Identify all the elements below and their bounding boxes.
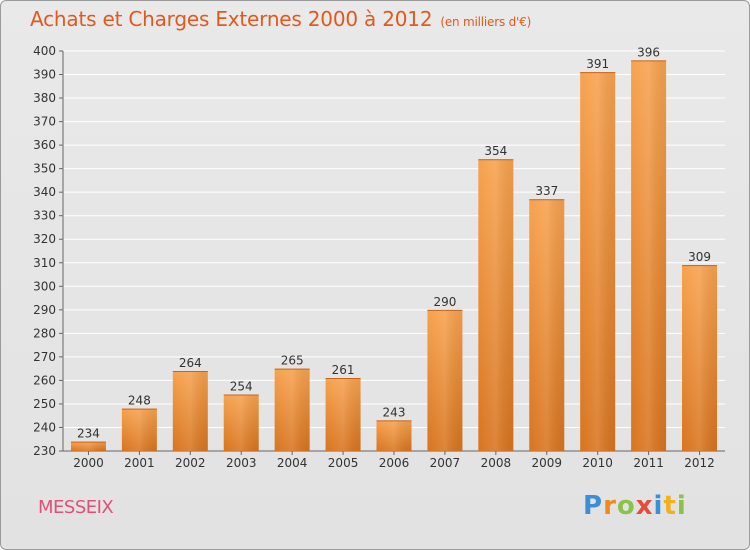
bar-shine [274,368,310,451]
bar-value-label: 261 [332,363,355,377]
chart-title-text: Achats et Charges Externes 2000 à 2012 [30,7,433,31]
y-tick-label: 390 [33,68,56,82]
x-tick-label: 2004 [277,456,308,470]
bar-value-label: 243 [383,405,406,419]
bar-shine [70,441,106,451]
bar-shine [376,420,412,451]
bar-value-label: 264 [179,356,202,370]
y-tick-label: 310 [33,256,56,270]
bar-shine [529,199,565,451]
proxiti-logo: Proxiti [583,491,687,521]
y-tick-label: 260 [33,373,56,387]
bar-value-label: 337 [535,184,558,198]
bar-shine [172,371,208,451]
x-tick-label: 2005 [328,456,359,470]
x-tick-label: 2010 [582,456,613,470]
y-tick-label: 230 [33,444,56,458]
bar-value-label: 254 [230,380,253,394]
bar-value-label: 354 [484,144,507,158]
y-tick-label: 270 [33,350,56,364]
x-tick-label: 2006 [379,456,410,470]
bar-shine [682,265,718,451]
x-tick-label: 2003 [226,456,257,470]
chart-title: Achats et Charges Externes 2000 à 2012 (e… [30,7,531,31]
y-tick-label: 330 [33,209,56,223]
bar-value-label: 248 [128,394,151,408]
y-tick-label: 360 [33,138,56,152]
bar-value-label: 265 [281,354,304,368]
y-tick-label: 280 [33,326,56,340]
x-tick-label: 2007 [430,456,461,470]
y-tick-label: 240 [33,420,56,434]
bars: 234 248 264 254 265 261 243 290 354 337 391 396 309 [70,45,718,452]
chart-subtitle: (en milliers d'€) [440,15,532,29]
commune-name: MESSEIX [38,497,114,518]
bar-shine [580,72,616,452]
x-tick-label: 2002 [175,456,206,470]
y-tick-label: 350 [33,162,56,176]
y-tick-label: 290 [33,303,56,317]
grid-lines [63,50,725,452]
y-tick-label: 300 [33,279,56,293]
x-tick-label: 2011 [633,456,664,470]
y-tick-label: 320 [33,232,56,246]
x-tick-label: 2008 [481,456,512,470]
x-tick-label: 2000 [73,456,104,470]
bar-value-label: 391 [586,57,609,71]
y-tick-label: 340 [33,185,56,199]
bar-shine [478,159,514,451]
bar-shine [121,408,157,451]
y-tick-label: 250 [33,397,56,411]
y-tick-label: 370 [33,115,56,129]
bar-shine [223,394,259,451]
bar-value-label: 234 [77,427,100,441]
bar-shine [427,309,463,451]
bar-shine [325,378,361,451]
x-tick-label: 2001 [124,456,155,470]
bar-shine [631,60,667,451]
x-tick-label: 2009 [531,456,562,470]
bar-value-label: 309 [688,250,711,264]
bar-value-label: 290 [433,295,456,309]
x-tick-label: 2012 [684,456,715,470]
y-tick-label: 380 [33,91,56,105]
y-tick-label: 400 [33,44,56,58]
bar-value-label: 396 [637,45,660,59]
